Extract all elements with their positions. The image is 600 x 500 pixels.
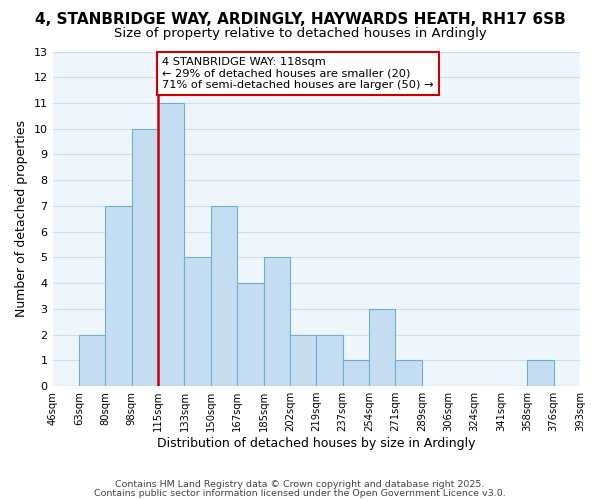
Bar: [395, 360, 422, 386]
Bar: [105, 206, 131, 386]
Text: 4, STANBRIDGE WAY, ARDINGLY, HAYWARDS HEATH, RH17 6SB: 4, STANBRIDGE WAY, ARDINGLY, HAYWARDS HE…: [35, 12, 565, 28]
Bar: [158, 103, 184, 386]
Text: 4 STANBRIDGE WAY: 118sqm
← 29% of detached houses are smaller (20)
71% of semi-d: 4 STANBRIDGE WAY: 118sqm ← 29% of detach…: [162, 56, 433, 90]
Text: Size of property relative to detached houses in Ardingly: Size of property relative to detached ho…: [113, 28, 487, 40]
Bar: [343, 360, 369, 386]
Text: Contains HM Land Registry data © Crown copyright and database right 2025.: Contains HM Land Registry data © Crown c…: [115, 480, 485, 489]
Bar: [184, 258, 211, 386]
Bar: [211, 206, 237, 386]
Bar: [237, 283, 263, 386]
X-axis label: Distribution of detached houses by size in Ardingly: Distribution of detached houses by size …: [157, 437, 476, 450]
Bar: [79, 334, 105, 386]
Bar: [263, 258, 290, 386]
Y-axis label: Number of detached properties: Number of detached properties: [15, 120, 28, 318]
Bar: [527, 360, 554, 386]
Bar: [369, 309, 395, 386]
Text: Contains public sector information licensed under the Open Government Licence v3: Contains public sector information licen…: [94, 488, 506, 498]
Bar: [131, 128, 158, 386]
Bar: [316, 334, 343, 386]
Bar: [290, 334, 316, 386]
